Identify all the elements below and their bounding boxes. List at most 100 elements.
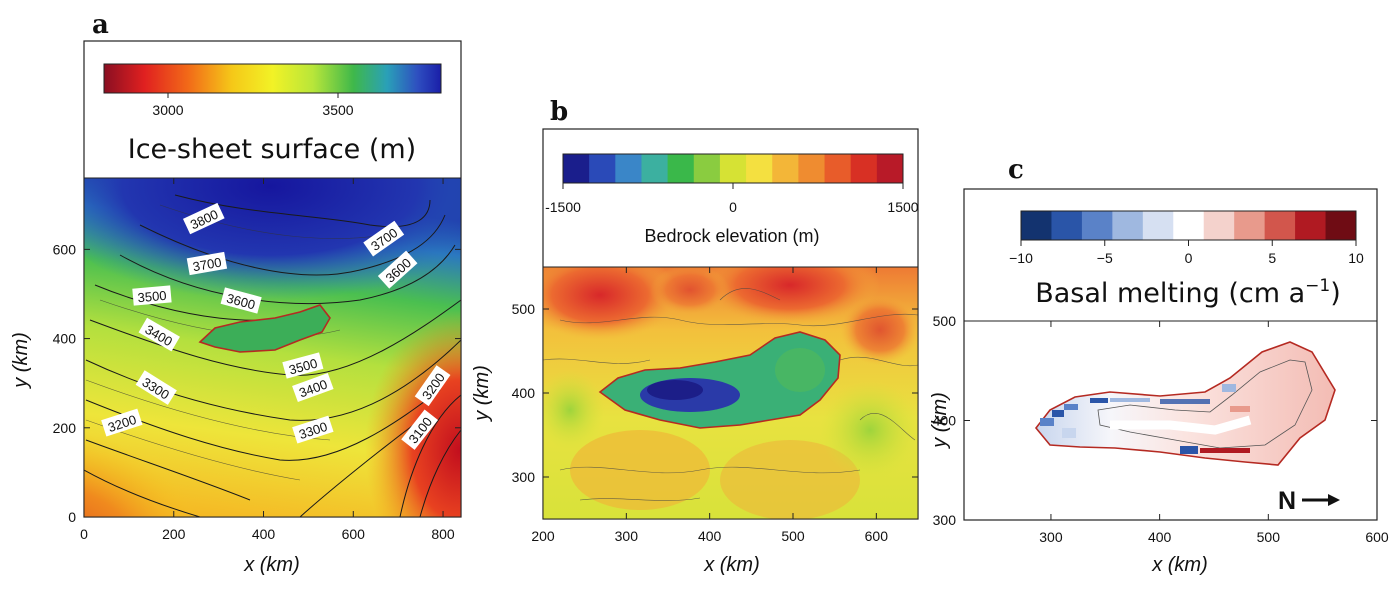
north-arrow: N (1278, 487, 1340, 515)
y-tick-label: 0 (68, 509, 76, 525)
panel-b-letter: b (550, 97, 568, 127)
panel-b-colorbar-title: Bedrock elevation (m) (644, 226, 819, 246)
x-tick-label: 600 (1365, 529, 1389, 545)
contour-label-box (401, 409, 439, 450)
colorbar-tick-label: 1500 (887, 199, 918, 215)
colorbar-tick-label: 10 (1348, 250, 1364, 266)
panel-a: 3000 3500 Ice-sheet surface (m) (10, 40, 462, 576)
colorbar-swatch (1051, 211, 1083, 240)
panel-b-ylabel: y (km) (471, 365, 493, 423)
contour-label: 3700 (186, 251, 228, 276)
colorbar-swatch (719, 154, 747, 183)
contour-label: 3500 (282, 352, 324, 379)
colorbar-swatch (1325, 211, 1357, 240)
colorbar-swatch (1081, 211, 1113, 240)
panel-c-colorbar-ticks: −10 −5 0 5 10 (1009, 240, 1364, 266)
colorbar-swatch (850, 154, 878, 183)
contour-label-box (292, 415, 334, 444)
contour-label-text: 3500 (287, 355, 319, 377)
colorbar-tick-label: 0 (1185, 250, 1193, 266)
y-tick-label: 500 (512, 301, 536, 317)
contour-label-box (292, 373, 334, 403)
colorbar-swatch (1021, 211, 1052, 240)
contour-label-box (186, 251, 228, 276)
y-tick-label: 400 (933, 413, 957, 429)
x-tick-label: 200 (162, 526, 186, 542)
y-tick-label: 300 (933, 512, 957, 528)
colorbar-swatch (563, 154, 590, 183)
colorbar-swatch (615, 154, 642, 183)
colorbar-swatch (1142, 211, 1174, 240)
panel-b: -1500 0 1500 Bedrock elevation (m) (471, 128, 919, 576)
x-tick-label: 400 (698, 528, 722, 544)
y-tick-label: 500 (933, 313, 957, 329)
panel-c-colorbar-title-sup: −1 (1305, 276, 1330, 296)
colorbar-tick-label: 3000 (152, 102, 183, 118)
y-tick-label: 300 (512, 469, 536, 485)
contour-label-box (414, 365, 451, 407)
panel-b-map (543, 267, 918, 519)
colorbar-tick-label: −5 (1097, 250, 1113, 266)
colorbar-swatch (693, 154, 721, 183)
colorbar-swatch (746, 154, 773, 183)
colorbar-swatch (1295, 211, 1327, 240)
x-tick-label: 300 (1039, 529, 1063, 545)
colorbar-swatch (1173, 211, 1205, 240)
colorbar-swatch (641, 154, 669, 183)
contour-label-box (220, 287, 262, 314)
contour-label-box (182, 202, 225, 235)
x-tick-label: 400 (252, 526, 276, 542)
north-arrow-label: N (1278, 487, 1296, 515)
contour-label: 3500 (132, 285, 172, 306)
panel-a-xlabel: x (km) (243, 554, 300, 576)
panel-c-xlabel: x (km) (1151, 554, 1208, 576)
contour-label-text: 3500 (137, 288, 167, 305)
colorbar-swatch (824, 154, 852, 183)
contour-label-text: 3600 (225, 290, 257, 312)
x-tick-label: 600 (342, 526, 366, 542)
panel-c: −10 −5 0 5 10 Basal melting (cm a−1) N 300 40… (929, 188, 1389, 576)
panel-c-ylabel: y (km) (929, 392, 951, 450)
panel-a-letter: a (92, 10, 109, 40)
colorbar-tick-label: −10 (1009, 250, 1033, 266)
x-tick-label: 800 (431, 526, 455, 542)
colorbar-swatch (1234, 211, 1266, 240)
contour-label: 3600 (220, 287, 262, 314)
y-tick-label: 200 (53, 420, 77, 436)
x-tick-label: 200 (531, 528, 555, 544)
colorbar-swatch (1112, 211, 1144, 240)
contour-label-box (101, 408, 143, 437)
contour-label-box (363, 220, 405, 257)
contour-label-box (135, 370, 177, 405)
panel-a-colorbar-ticks: 3000 3500 (152, 93, 354, 118)
panel-b-xlabel: x (km) (703, 554, 760, 576)
panel-c-letter: c (1008, 155, 1024, 185)
colorbar-tick-label: 3500 (322, 102, 353, 118)
x-tick-label: 300 (615, 528, 639, 544)
panel-a-lake-outline (198, 304, 331, 353)
colorbar-swatch (1203, 211, 1235, 240)
y-tick-label: 400 (512, 385, 536, 401)
y-tick-label: 600 (53, 241, 77, 257)
panel-c-colorbar (1020, 210, 1357, 241)
contour-label-text: 3700 (192, 255, 223, 275)
panel-c-colorbar-title-main: Basal melting (cm a (1035, 278, 1305, 309)
panel-c-axes: 300 400 500 600 300 400 500 (933, 313, 1389, 545)
x-tick-label: 400 (1148, 529, 1172, 545)
colorbar-swatch (876, 154, 904, 183)
colorbar-swatch (772, 154, 799, 183)
x-tick-label: 500 (1257, 529, 1281, 545)
north-arrow-head (1328, 494, 1340, 506)
colorbar-swatch (667, 154, 695, 183)
panel-c-map (1034, 341, 1336, 466)
panel-c-colorbar-title-end: ) (1330, 278, 1341, 309)
x-tick-label: 0 (80, 526, 88, 542)
colorbar-tick-label: 5 (1268, 250, 1276, 266)
x-tick-label: 600 (865, 528, 889, 544)
panel-a-colorbar-title: Ice-sheet surface (m) (128, 134, 416, 165)
panel-a-map: 3800370037003600360035003500340034003300… (84, 178, 461, 517)
colorbar-swatch (589, 154, 616, 183)
panel-c-colorbar-title: Basal melting (cm a−1) (1035, 276, 1341, 309)
colorbar-tick-label: 0 (729, 199, 737, 215)
